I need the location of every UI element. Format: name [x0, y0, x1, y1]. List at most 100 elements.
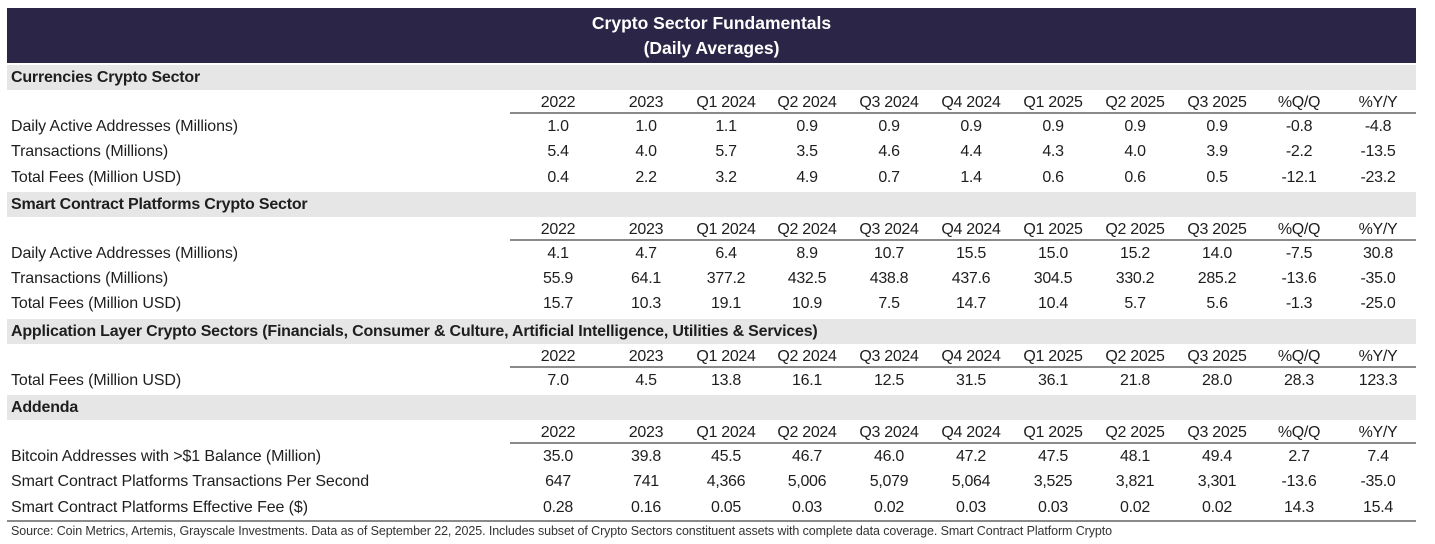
table-cell: 49.4 [1202, 448, 1232, 466]
table-cell: 5.7 [715, 143, 737, 161]
row-cells: 55.9 64.1 377.2 432.5 438.8 437.6 304.5 330.2 28… [510, 266, 1416, 291]
table-cell: 0.03 [1038, 498, 1068, 516]
table-cell: 123.3 [1358, 371, 1398, 389]
table-cell: -13.6 [1281, 270, 1317, 288]
column-header: 2022 [540, 424, 576, 442]
table-cell: 5,006 [787, 473, 827, 491]
section-header: Application Layer Crypto Sectors (Financ… [7, 318, 1416, 344]
table-cell: 0.9 [796, 118, 818, 135]
section-header: Currencies Crypto Sector [7, 65, 1416, 90]
column-header: 2022 [540, 220, 576, 238]
column-header: Q4 2024 [941, 347, 1001, 365]
row-cells: 0.28 0.16 0.05 0.03 0.02 0.03 0.03 0.02 0.02 14.3… [510, 495, 1416, 520]
column-header: Q1 2025 [1023, 347, 1083, 365]
table-cell: -7.5 [1285, 244, 1313, 262]
table-row: Bitcoin Addresses with >$1 Balance (Mill… [7, 444, 1416, 469]
table-cell: 0.9 [960, 118, 982, 135]
column-header: 2022 [540, 347, 576, 365]
table-cell: 14.0 [1202, 244, 1232, 262]
column-header: Q3 2025 [1187, 220, 1247, 238]
column-header: Q3 2024 [859, 424, 919, 442]
table-cell: 28.0 [1202, 371, 1232, 389]
section-header: Smart Contract Platforms Crypto Sector [7, 191, 1416, 217]
table-cell: -1.3 [1285, 295, 1313, 313]
column-header-row: 2022 2023 Q1 2024 Q2 2024 Q3 2024 Q4 2024 Q1 2… [7, 344, 1416, 368]
row-cells: 1.0 1.0 1.1 0.9 0.9 0.9 0.9 0.9 0.9 -0.8 -4.8 [510, 114, 1416, 139]
table-cell: 0.9 [1042, 118, 1064, 135]
section-header: Addenda [7, 395, 1416, 421]
table-cell: 0.9 [1124, 118, 1146, 135]
row-label: Smart Contract Platforms Effective Fee (… [11, 498, 308, 516]
table-cell: 12.5 [874, 371, 904, 389]
table-cell: 13.8 [711, 371, 741, 389]
column-header: Q1 2025 [1023, 424, 1083, 442]
table-cell: -2.2 [1285, 143, 1313, 161]
table-cell: 2.2 [635, 168, 657, 186]
table-row: Transactions (Millions) 55.9 64.1 377.2 432.… [7, 266, 1416, 291]
row-group: Daily Active Addresses (Millions) 4.1 4.7 6… [7, 241, 1416, 317]
header-cells: 2022 2023 Q1 2024 Q2 2024 Q3 2024 Q4 2024 Q1 2… [510, 420, 1416, 445]
column-header: Q2 2025 [1105, 424, 1165, 442]
column-header: Q3 2024 [859, 220, 919, 238]
column-header: Q1 2025 [1023, 94, 1083, 111]
row-cells: 5.4 4.0 5.7 3.5 4.6 4.4 4.3 4.0 3.9 -2.2 -13.5 [510, 139, 1416, 164]
column-header: Q2 2025 [1105, 220, 1165, 238]
table-cell: 0.02 [874, 498, 904, 516]
table-cell: 48.1 [1120, 448, 1150, 466]
row-label: Total Fees (Million USD) [11, 295, 182, 313]
row-group: Total Fees (Million USD) 7.0 4.5 13.8 16.1 12… [7, 368, 1416, 393]
table-cell: 0.9 [1206, 118, 1228, 135]
column-header: Q1 2024 [696, 347, 756, 365]
row-cells: 0.4 2.2 3.2 4.9 0.7 1.4 0.6 0.6 0.5 -12.1 -23.2 [510, 165, 1416, 190]
table-cell: 741 [633, 473, 659, 491]
table-cell: 1.4 [960, 168, 982, 186]
header-cells: 2022 2023 Q1 2024 Q2 2024 Q3 2024 Q4 2024 Q1 2… [510, 90, 1416, 114]
table-cell: -12.1 [1281, 168, 1317, 186]
table-cell: 4.6 [878, 143, 900, 161]
table-cell: 1.0 [635, 118, 657, 135]
header-spacer [7, 217, 510, 241]
column-header: Q4 2024 [941, 220, 1001, 238]
header-spacer [7, 344, 510, 368]
table-cell: 4.0 [635, 143, 657, 161]
table-cell: 64.1 [631, 270, 661, 288]
table-cell: -25.0 [1360, 295, 1396, 313]
table-cell: -23.2 [1360, 168, 1396, 186]
table-cell: 4.1 [547, 244, 569, 262]
row-label: Smart Contract Platforms Transactions Pe… [11, 473, 370, 491]
table-row: Smart Contract Platforms Effective Fee (… [7, 495, 1416, 520]
table-cell: -4.8 [1364, 118, 1392, 135]
column-header: %Q/Q [1277, 347, 1321, 365]
column-header: %Y/Y [1358, 94, 1398, 111]
table-cell: 7.5 [878, 295, 900, 313]
table-cell: 0.4 [547, 168, 569, 186]
table-cell: 46.0 [874, 448, 904, 466]
table-cell: 3.2 [715, 168, 737, 186]
table-cell: 15.4 [1363, 498, 1393, 516]
row-label: Bitcoin Addresses with >$1 Balance (Mill… [11, 448, 321, 466]
header-spacer [7, 90, 510, 114]
table-cell: 4,366 [706, 473, 746, 491]
table-row: Smart Contract Platforms Transactions Pe… [7, 469, 1416, 494]
title-line-1: Crypto Sector Fundamentals [591, 13, 832, 33]
row-group: Daily Active Addresses (Millions) 1.0 1.0 1… [7, 114, 1416, 190]
column-header: Q1 2024 [696, 424, 756, 442]
table-title: Crypto Sector Fundamentals (Daily Averag… [7, 8, 1416, 63]
column-header: Q2 2025 [1105, 347, 1165, 365]
table-cell: 0.16 [631, 498, 661, 516]
table-cell: 8.9 [796, 244, 818, 262]
column-header: Q3 2025 [1187, 94, 1247, 111]
table-cell: 36.1 [1038, 371, 1068, 389]
table-row: Total Fees (Million USD) 0.4 2.2 3.2 4.9 0.7 1… [7, 165, 1416, 190]
column-header-row: 2022 2023 Q1 2024 Q2 2024 Q3 2024 Q4 2024 Q1 2… [7, 90, 1416, 114]
column-header: Q3 2025 [1187, 424, 1247, 442]
title-line-2: (Daily Averages) [643, 38, 780, 58]
table-cell: 3,301 [1197, 473, 1237, 491]
table-cell: 30.8 [1363, 244, 1393, 262]
table-row: Total Fees (Million USD) 15.7 10.3 19.1 10.9… [7, 291, 1416, 316]
table-cell: 0.03 [956, 498, 986, 516]
table-cell: 5,079 [869, 473, 909, 491]
column-header: %Y/Y [1358, 424, 1398, 442]
table-cell: 14.7 [956, 295, 986, 313]
column-header: Q1 2025 [1023, 220, 1083, 238]
